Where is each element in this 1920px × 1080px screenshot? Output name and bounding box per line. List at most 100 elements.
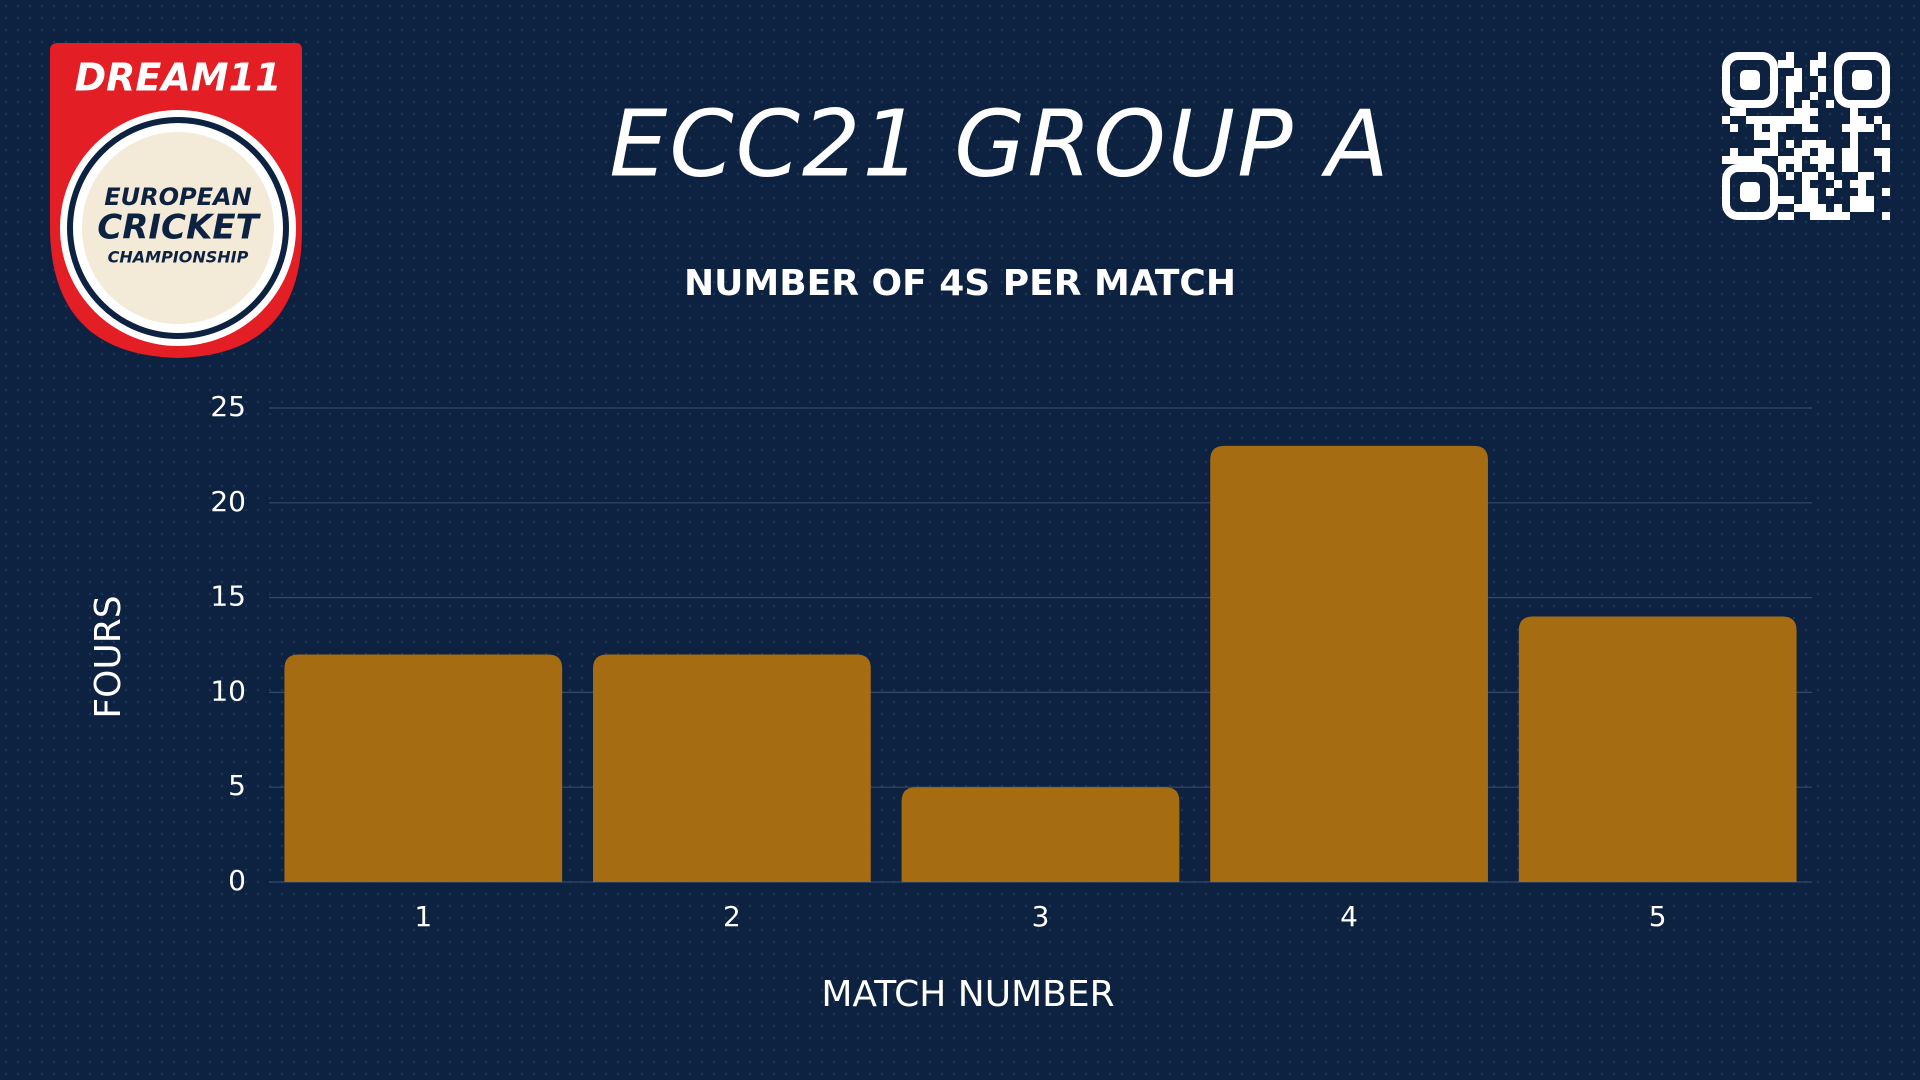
qr-cell	[1818, 52, 1826, 60]
qr-cell	[1882, 188, 1890, 196]
bar	[1518, 616, 1797, 882]
qr-cell	[1818, 148, 1826, 156]
qr-cell	[1850, 108, 1858, 116]
logo-line: CHAMPIONSHIP	[108, 248, 249, 267]
qr-cell	[1786, 140, 1794, 148]
qr-cell	[1794, 148, 1802, 156]
qr-cell	[1802, 124, 1810, 132]
qr-cell	[1794, 164, 1802, 172]
qr-cell	[1746, 116, 1754, 124]
y-tick-label: 10	[210, 674, 246, 707]
qr-finder	[1834, 52, 1890, 108]
qr-cell	[1810, 212, 1818, 220]
bar	[901, 787, 1180, 882]
qr-cell	[1746, 156, 1754, 164]
qr-cell	[1802, 172, 1810, 180]
y-tick-label: 0	[228, 864, 246, 897]
qr-cell	[1842, 148, 1850, 156]
qr-cell	[1882, 212, 1890, 220]
qr-cell	[1818, 156, 1826, 164]
qr-cell	[1826, 212, 1834, 220]
qr-cell	[1834, 204, 1842, 212]
qr-cell	[1850, 156, 1858, 164]
qr-cell	[1810, 108, 1818, 116]
qr-cell	[1810, 68, 1818, 76]
qr-cell	[1786, 100, 1794, 108]
qr-cell	[1818, 204, 1826, 212]
qr-cell	[1842, 156, 1850, 164]
qr-cell	[1778, 124, 1786, 132]
y-tick-label: 15	[210, 580, 246, 613]
qr-cell	[1786, 84, 1794, 92]
logo-line: EUROPEAN	[104, 183, 251, 211]
qr-cell	[1786, 52, 1794, 60]
qr-cell	[1858, 204, 1866, 212]
qr-cell	[1850, 204, 1858, 212]
y-axis-label: FOURS	[88, 595, 129, 718]
qr-cell	[1794, 116, 1802, 124]
qr-cell	[1834, 180, 1842, 188]
qr-cell	[1778, 60, 1786, 68]
qr-cell	[1786, 212, 1794, 220]
qr-cell	[1738, 108, 1746, 116]
qr-finder	[1722, 52, 1778, 108]
qr-cell	[1810, 188, 1818, 196]
qr-cell	[1882, 156, 1890, 164]
qr-finder	[1740, 182, 1760, 202]
x-tick-label: 2	[723, 900, 741, 933]
logo-brand: DREAM11	[75, 56, 282, 100]
qr-cell	[1850, 140, 1858, 148]
qr-cell	[1850, 116, 1858, 124]
x-tick-label: 1	[414, 900, 432, 933]
qr-finder	[1740, 70, 1760, 90]
qr-cell	[1770, 148, 1778, 156]
qr-cell	[1858, 196, 1866, 204]
qr-cell	[1882, 148, 1890, 156]
qr-cell	[1874, 148, 1882, 156]
qr-cell	[1882, 132, 1890, 140]
qr-cell	[1730, 148, 1738, 156]
qr-cell	[1826, 156, 1834, 164]
chart-subtitle: NUMBER OF 4S PER MATCH	[684, 263, 1236, 304]
qr-cell	[1778, 164, 1786, 172]
x-tick-label: 3	[1032, 900, 1050, 933]
qr-cell	[1762, 116, 1770, 124]
qr-cell	[1778, 196, 1786, 204]
qr-cell	[1794, 84, 1802, 92]
qr-cell	[1786, 196, 1794, 204]
qr-cell	[1754, 148, 1762, 156]
qr-cell	[1850, 132, 1858, 140]
qr-cell	[1770, 116, 1778, 124]
qr-cell	[1818, 212, 1826, 220]
qr-cell	[1778, 116, 1786, 124]
qr-cell	[1794, 156, 1802, 164]
qr-cell	[1882, 164, 1890, 172]
bar	[284, 654, 563, 882]
x-tick-label: 4	[1340, 900, 1358, 933]
qr-cell	[1850, 196, 1858, 204]
qr-cell	[1770, 132, 1778, 140]
qr-cell	[1786, 60, 1794, 68]
qr-cell	[1802, 148, 1810, 156]
qr-cell	[1858, 180, 1866, 188]
qr-cell	[1874, 116, 1882, 124]
qr-cell	[1826, 100, 1834, 108]
qr-cell	[1730, 124, 1738, 132]
qr-cell	[1794, 204, 1802, 212]
bar	[593, 654, 871, 882]
qr-cell	[1738, 156, 1746, 164]
qr-cell	[1730, 108, 1738, 116]
qr-cell	[1866, 124, 1874, 132]
qr-cell	[1842, 164, 1850, 172]
qr-cell	[1754, 132, 1762, 140]
qr-cell	[1866, 172, 1874, 180]
qr-cell	[1786, 116, 1794, 124]
logo-line: CRICKET	[97, 208, 261, 248]
qr-cell	[1778, 212, 1786, 220]
qr-cell	[1754, 116, 1762, 124]
qr-cell	[1858, 172, 1866, 180]
qr-cell	[1818, 164, 1826, 172]
qr-cell	[1858, 116, 1866, 124]
qr-cell	[1818, 84, 1826, 92]
qr-cell	[1810, 196, 1818, 204]
